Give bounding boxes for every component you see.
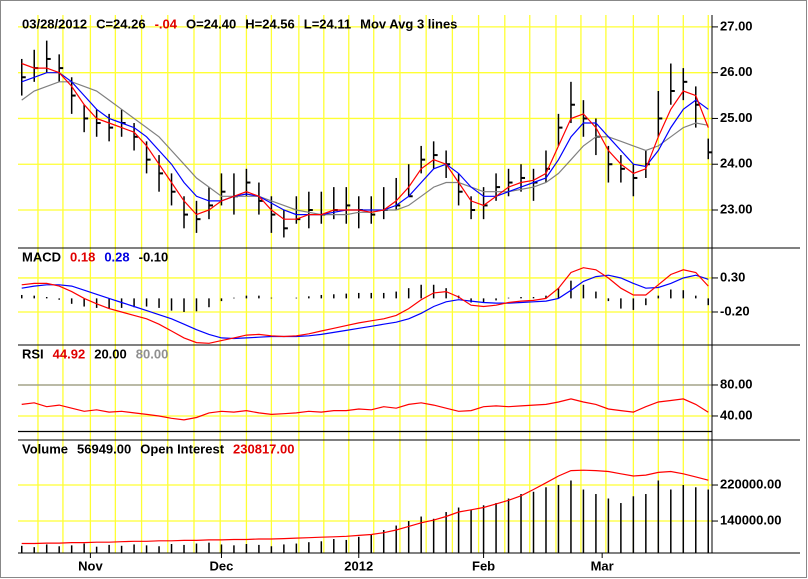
x-tick-label: 2012: [344, 558, 373, 573]
indicator-line: [21, 72, 709, 216]
panel-header: MACD: [22, 249, 61, 264]
panel-header: Mov Avg 3 lines: [360, 16, 457, 31]
y-tick-label: 25.00: [720, 110, 753, 125]
panel-header: 80.00: [136, 346, 169, 361]
y-tick-label: 24.00: [720, 156, 753, 171]
y-tick-label: 27.00: [720, 18, 753, 33]
y-tick-label: 80.00: [720, 376, 753, 391]
y-tick-label: 23.00: [720, 201, 753, 216]
panel-header: 56949.00: [77, 441, 131, 456]
indicator-line: [21, 469, 709, 545]
x-tick-label: Dec: [210, 558, 234, 573]
panel-header: H=24.56: [245, 16, 295, 31]
panel-header: 44.92: [53, 346, 86, 361]
y-tick-label: 140000.00: [720, 512, 781, 527]
x-tick-label: Mar: [591, 558, 614, 573]
indicator-line: [21, 62, 709, 220]
panel-header: 230817.00: [233, 441, 294, 456]
panel-header: -0.10: [139, 249, 169, 264]
y-tick-label: 40.00: [720, 407, 753, 422]
indicator-line: [21, 274, 709, 340]
panel-header: 03/28/2012: [22, 16, 87, 31]
panel-header: Open Interest: [140, 441, 224, 456]
panel-header: RSI: [22, 346, 44, 361]
indicator-line: [21, 81, 709, 216]
panel-header: 0.28: [104, 249, 129, 264]
panel-header: C=24.26: [96, 16, 146, 31]
panel-header: 20.00: [94, 346, 127, 361]
y-tick-label: 0.30: [720, 269, 745, 284]
x-tick-label: Feb: [472, 558, 495, 573]
panel-header: O=24.40: [186, 16, 236, 31]
panel-header: 0.18: [70, 249, 95, 264]
panel-header: Volume: [22, 441, 68, 456]
panel-header: L=24.11: [304, 16, 351, 31]
y-tick-label: 26.00: [720, 64, 753, 79]
y-tick-label: -0.20: [720, 303, 750, 318]
x-tick-label: Nov: [78, 558, 103, 573]
y-tick-label: 220000.00: [720, 476, 781, 491]
panel-header: -.04: [155, 16, 178, 31]
indicator-line: [21, 267, 709, 344]
indicator-line: [21, 398, 709, 421]
